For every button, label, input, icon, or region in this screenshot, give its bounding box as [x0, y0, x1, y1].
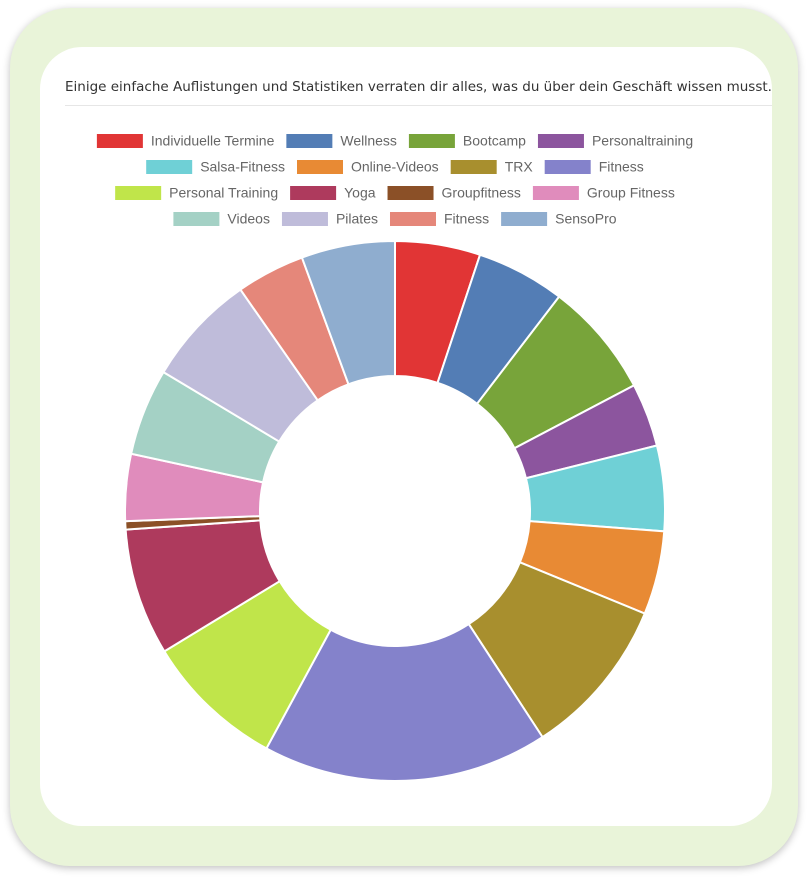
legend-label: Pilates: [336, 211, 378, 227]
legend-swatch: [501, 212, 548, 226]
legend-swatch: [286, 134, 333, 148]
legend-swatch: [281, 212, 328, 226]
legend-swatch: [389, 212, 436, 226]
legend-label: Yoga: [344, 185, 376, 201]
legend-label: SensoPro: [555, 211, 617, 227]
legend-label: Videos: [227, 211, 270, 227]
legend-label: Group Fitness: [587, 185, 675, 201]
legend-label: Salsa-Fitness: [200, 159, 285, 175]
legend-swatch: [290, 186, 337, 200]
legend-swatch: [544, 160, 591, 174]
legend-swatch: [450, 160, 497, 174]
header-text: Einige einfache Auflistungen und Statist…: [65, 79, 772, 95]
legend-swatch: [387, 186, 434, 200]
legend-label: Bootcamp: [463, 133, 526, 149]
legend-label: Individuelle Termine: [151, 133, 275, 149]
doughnut-segment: [265, 622, 544, 782]
legend-swatch: [96, 134, 143, 148]
legend-swatch: [537, 134, 584, 148]
legend-label: Fitness: [444, 211, 489, 227]
legend-label: Wellness: [340, 133, 397, 149]
legend-label: Online-Videos: [351, 159, 439, 175]
legend-label: TRX: [505, 159, 534, 175]
legend-label: Fitness: [599, 159, 644, 175]
legend-swatch: [173, 212, 220, 226]
divider: [65, 105, 772, 106]
legend-swatch: [115, 186, 162, 200]
doughnut-segment: [300, 239, 396, 386]
legend-label: Groupfitness: [442, 185, 521, 201]
legend-label: Personal Training: [169, 185, 278, 201]
legend-swatch: [532, 186, 579, 200]
legend-swatch: [408, 134, 455, 148]
legend-label: Personaltraining: [592, 133, 693, 149]
legend-swatch: [146, 160, 193, 174]
legend-swatch: [297, 160, 343, 174]
